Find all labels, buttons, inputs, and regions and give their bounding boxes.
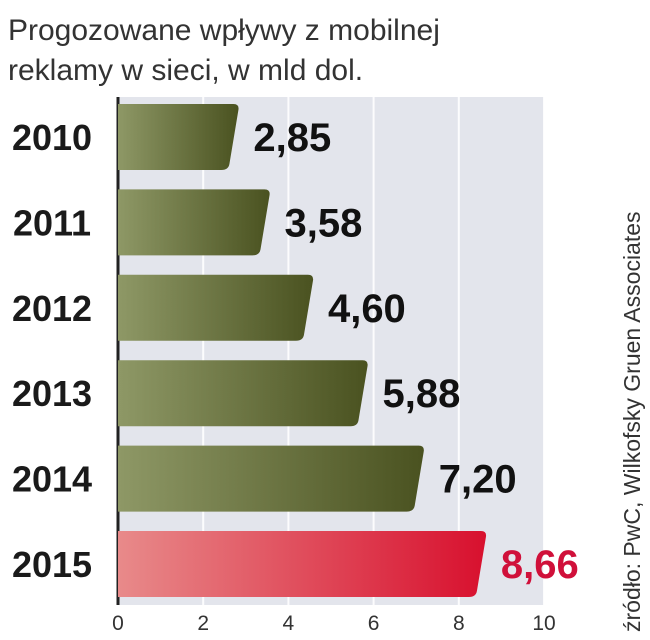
x-tick-label: 6 <box>368 612 380 635</box>
value-labels: 2,85 3,58 4,60 5,88 7,20 8,66 <box>253 116 578 587</box>
value-label: 8,66 <box>501 543 579 587</box>
category-label: 2015 <box>12 544 92 585</box>
bar-2010 <box>118 104 239 170</box>
bar-2015 <box>118 531 487 597</box>
value-label: 3,58 <box>285 201 363 245</box>
bar-2012 <box>118 274 314 341</box>
plot-background <box>118 97 544 605</box>
value-label: 4,60 <box>328 287 406 331</box>
chart-title-line2: reklamy w sieci, w mld dol. <box>8 54 363 87</box>
value-label: 7,20 <box>439 458 517 502</box>
category-label: 2012 <box>12 288 92 329</box>
chart-title-line1: Progozowane wpływy z mobilnej <box>8 14 440 47</box>
x-tick-label: 0 <box>112 612 124 635</box>
x-tick-labels: 0 2 4 6 8 10 <box>112 612 556 635</box>
x-tick-label: 8 <box>453 612 465 635</box>
x-tick-label: 10 <box>532 612 555 635</box>
category-labels: 2010 2011 2012 2013 2014 2015 <box>12 117 92 585</box>
category-label: 2014 <box>12 459 92 500</box>
source-note: źródło: PwC, Wilkofsky Gruen Associates <box>619 211 645 632</box>
category-label: 2011 <box>13 202 91 243</box>
bar-2013 <box>118 360 368 427</box>
value-label: 5,88 <box>382 372 460 416</box>
category-label: 2013 <box>12 373 92 414</box>
bar-2014 <box>118 445 424 512</box>
grid-lines <box>202 97 545 605</box>
x-tick-label: 4 <box>283 612 295 635</box>
category-label: 2010 <box>12 117 92 158</box>
bar-2011 <box>118 189 270 256</box>
bars <box>118 104 487 597</box>
value-label: 2,85 <box>253 116 331 160</box>
x-tick-label: 2 <box>197 612 209 635</box>
